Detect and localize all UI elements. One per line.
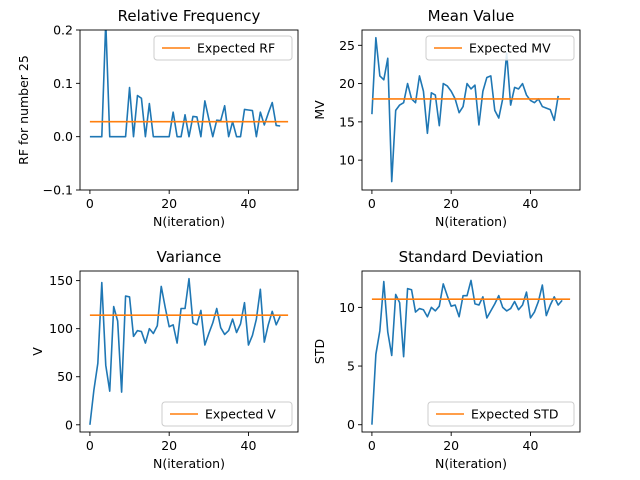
plot-area: 0 20 40 0 5 10: [339, 270, 581, 453]
y-axis-label: RF for number 25: [16, 55, 31, 165]
y-tick-label: 10: [339, 300, 355, 315]
x-tick-label: 20: [443, 438, 459, 453]
y-tick-label: 15: [339, 114, 355, 129]
y-tick-label: 5: [347, 359, 355, 374]
legend-label-expected: Expected STD: [471, 407, 559, 422]
legend: Expected STD: [427, 401, 575, 427]
x-tick-label: 40: [241, 196, 257, 211]
x-axis-label: N(iteration): [153, 214, 225, 229]
legend-box: [161, 401, 293, 427]
chart-title: Mean Value: [428, 7, 515, 25]
y-tick-label: 25: [339, 38, 355, 53]
x-axis-label: N(iteration): [435, 214, 507, 229]
plot-area: 0 20 40 10 15 20 25: [339, 29, 581, 211]
y-axis-label: STD: [312, 339, 327, 364]
legend-box: [425, 35, 575, 61]
axes-frame: [361, 270, 581, 433]
legend-label-expected: Expected MV: [469, 41, 551, 56]
subplot-standard-deviation: 0 20 40 0 5 10 Standard Deviation N(iteration…: [312, 248, 581, 471]
legend-box: [427, 401, 575, 427]
chart-title: Relative Frequency: [118, 7, 261, 25]
chart-title: Variance: [157, 248, 222, 266]
x-tick-label: 0: [86, 196, 94, 211]
series-line: [371, 36, 559, 183]
x-tick-label: 40: [241, 438, 257, 453]
x-axis-label: N(iteration): [153, 456, 225, 471]
axes-frame: [79, 270, 299, 433]
y-axis-label: MV: [312, 100, 327, 120]
y-axis-label: V: [30, 347, 45, 356]
series-line: [89, 277, 281, 425]
x-tick-label: 0: [368, 196, 376, 211]
legend: Expected MV: [425, 35, 575, 61]
axes-frame: [361, 29, 581, 191]
x-tick-label: 20: [161, 196, 177, 211]
chart-title: Standard Deviation: [399, 248, 544, 266]
x-axis-label: N(iteration): [435, 456, 507, 471]
plot-area: 0 20 40 0 50 100 150: [49, 270, 299, 453]
series-line: [371, 279, 563, 425]
axes-frame: [79, 29, 299, 191]
series-line: [89, 30, 281, 138]
legend-label-expected: Expected V: [205, 407, 276, 422]
y-tick-label: 0.0: [53, 129, 73, 144]
legend: Expected RF: [153, 35, 293, 61]
y-tick-label: 50: [57, 369, 73, 384]
x-tick-label: 40: [523, 196, 539, 211]
y-tick-label: 10: [339, 153, 355, 168]
y-tick-label: 150: [49, 273, 73, 288]
x-tick-label: 0: [86, 438, 94, 453]
y-tick-label: 0: [347, 417, 355, 432]
y-tick-label: 0: [65, 417, 73, 432]
x-tick-label: 20: [161, 438, 177, 453]
y-tick-label: 100: [49, 321, 73, 336]
subplot-mean-value: 0 20 40 10 15 20 25 Mean Value N(iteration) MV…: [312, 7, 581, 229]
subplot-relative-frequency: 0 20 40 −0.1 0.0 0.1 0.2 Relative Frequency N(…: [16, 7, 299, 229]
legend-label-expected: Expected RF: [197, 41, 275, 56]
y-tick-label: 0.1: [53, 76, 73, 91]
y-tick-label: −0.1: [43, 183, 73, 198]
legend: Expected V: [161, 401, 293, 427]
legend-box: [153, 35, 293, 61]
y-tick-label: 0.2: [53, 23, 73, 38]
y-tick-label: 20: [339, 76, 355, 91]
x-tick-label: 0: [368, 438, 376, 453]
subplot-variance: 0 20 40 0 50 100 150 Variance N(iteration) V E…: [30, 248, 299, 471]
plot-area: 0 20 40 −0.1 0.0 0.1 0.2: [43, 23, 299, 211]
x-tick-label: 40: [523, 438, 539, 453]
x-tick-label: 20: [443, 196, 459, 211]
